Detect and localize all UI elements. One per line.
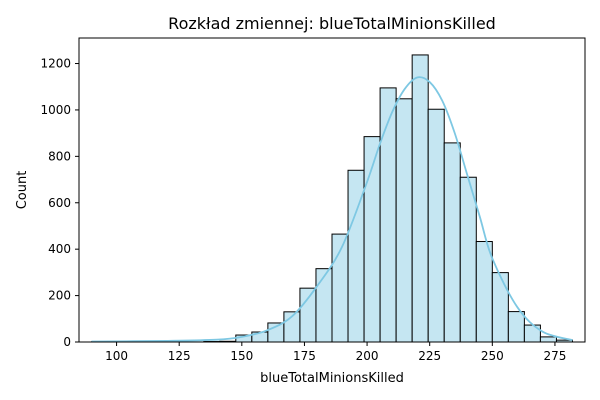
- x-tick-label: 125: [168, 349, 191, 363]
- histogram-bar: [411, 54, 429, 343]
- y-tick-label: 800: [48, 149, 71, 163]
- kde-curve: [91, 76, 573, 343]
- y-tick-label: 200: [48, 289, 71, 303]
- histogram-bar: [507, 311, 525, 343]
- histogram-bar: [395, 98, 413, 343]
- chart-title: Rozkład zmiennej: blueTotalMinionsKilled: [168, 14, 496, 33]
- histogram-bar: [443, 142, 461, 343]
- x-tick-label: 175: [293, 349, 316, 363]
- y-axis-label: Count: [15, 171, 30, 210]
- y-tick-label: 1200: [40, 57, 71, 71]
- histogram-bar: [459, 176, 477, 343]
- bars-group: [91, 54, 573, 343]
- plot-frame: [78, 37, 586, 343]
- y-tick-label: 600: [48, 196, 71, 210]
- x-tick-label: 100: [105, 349, 128, 363]
- x-axis-label: blueTotalMinionsKilled: [260, 371, 404, 386]
- histogram-bar: [379, 87, 397, 343]
- histogram-bar: [539, 336, 557, 343]
- histogram-bar: [427, 108, 445, 343]
- x-tick-label: 225: [418, 349, 441, 363]
- y-tick-label: 1000: [40, 103, 71, 117]
- x-tick-label: 200: [356, 349, 379, 363]
- y-tick-label: 400: [48, 242, 71, 256]
- x-tick-label: 275: [543, 349, 566, 363]
- histogram-bar: [491, 272, 509, 343]
- histogram-bar: [475, 241, 493, 343]
- x-tick-label: 250: [481, 349, 504, 363]
- x-tick-label: 150: [230, 349, 253, 363]
- y-tick-label: 0: [63, 335, 71, 349]
- histogram-bar: [315, 268, 333, 343]
- x-axis-ticks: 100 125 150 175 200 225 250 275: [105, 342, 566, 363]
- histogram-bar: [299, 287, 317, 343]
- y-axis-ticks: 0 200 400 600 800 1000 1200: [40, 57, 79, 349]
